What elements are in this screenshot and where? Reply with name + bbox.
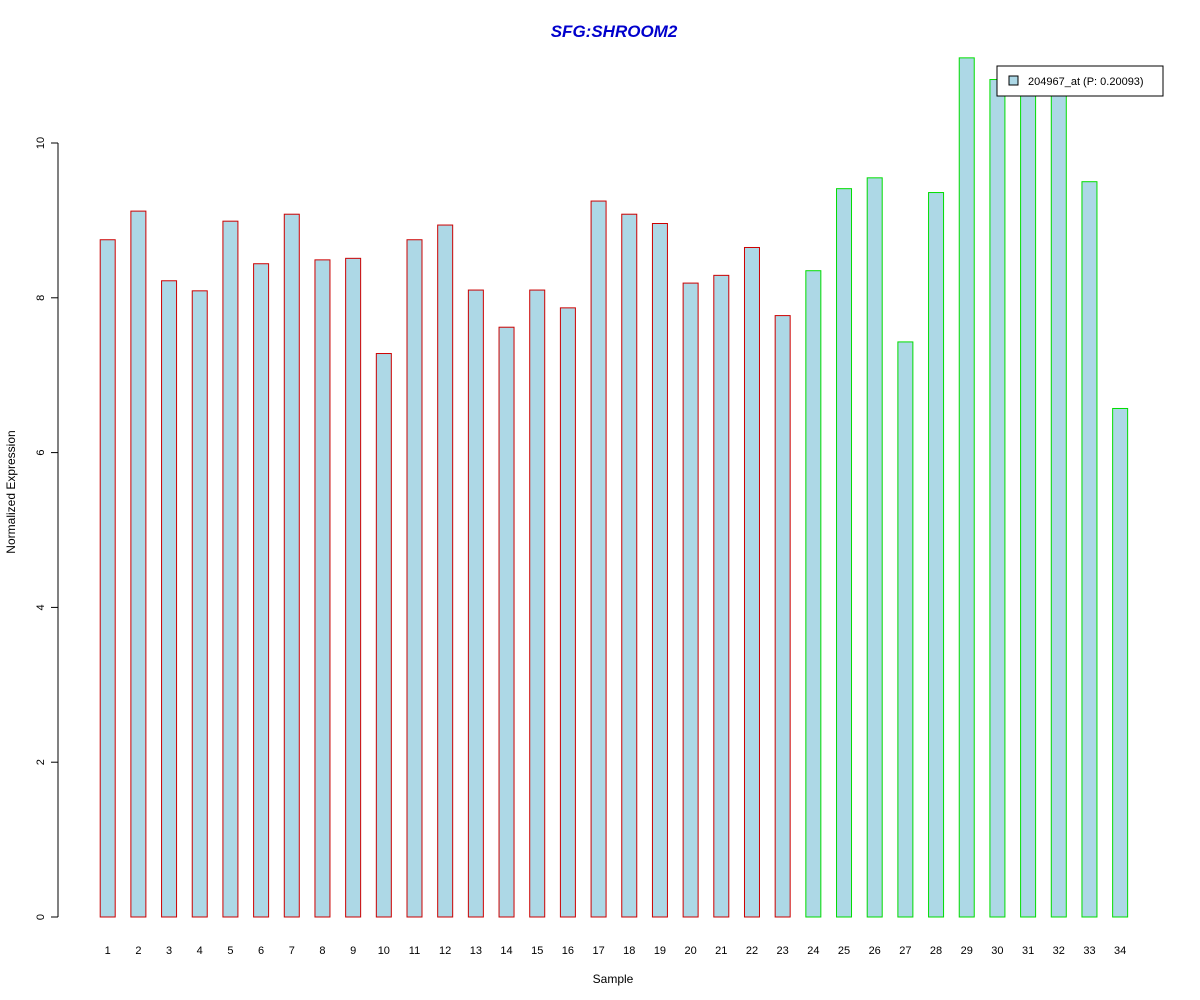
bar-sample-22 bbox=[743, 246, 760, 918]
bar-sample-12 bbox=[437, 224, 454, 918]
bar-sample-18 bbox=[621, 213, 638, 918]
x-tick-label: 3 bbox=[166, 945, 172, 957]
x-tick-label: 31 bbox=[1022, 945, 1034, 957]
y-tick-label: 0 bbox=[35, 914, 47, 920]
x-tick-label: 4 bbox=[197, 945, 203, 957]
legend-swatch bbox=[1008, 75, 1019, 86]
x-tick-label: 24 bbox=[807, 945, 819, 957]
bar-sample-16 bbox=[559, 307, 576, 918]
x-tick-label: 6 bbox=[258, 945, 264, 957]
bar-sample-14 bbox=[498, 326, 515, 918]
bar-sample-6 bbox=[253, 263, 270, 918]
x-tick-label: 34 bbox=[1114, 945, 1126, 957]
x-tick-label: 23 bbox=[777, 945, 789, 957]
x-axis-tick-labels: 1 2 3 4 5 6 7 8 9 10 11 12 13 14 15 16 17 18 19 20 21 22 23 24 2… bbox=[105, 945, 1127, 957]
x-tick-label: 19 bbox=[654, 945, 666, 957]
x-tick-label: 33 bbox=[1083, 945, 1095, 957]
bar-sample-2 bbox=[130, 210, 147, 918]
x-tick-label: 32 bbox=[1053, 945, 1065, 957]
x-tick-label: 18 bbox=[623, 945, 635, 957]
y-tick-label: 8 bbox=[35, 295, 47, 301]
x-tick-label: 21 bbox=[715, 945, 727, 957]
bar-sample-17 bbox=[590, 200, 607, 918]
x-tick-label: 30 bbox=[991, 945, 1003, 957]
x-tick-label: 14 bbox=[500, 945, 512, 957]
x-tick-label: 29 bbox=[961, 945, 973, 957]
bar-sample-5 bbox=[222, 220, 239, 918]
x-tick-label: 9 bbox=[350, 945, 356, 957]
x-tick-label: 22 bbox=[746, 945, 758, 957]
x-tick-label: 25 bbox=[838, 945, 850, 957]
y-axis: 0 2 4 6 8 10 bbox=[35, 137, 59, 920]
bar-sample-31 bbox=[1020, 92, 1037, 918]
x-tick-label: 12 bbox=[439, 945, 451, 957]
bar-sample-25 bbox=[836, 188, 853, 918]
bar-sample-21 bbox=[713, 274, 730, 918]
x-tick-label: 10 bbox=[378, 945, 390, 957]
x-tick-label: 27 bbox=[899, 945, 911, 957]
x-tick-label: 5 bbox=[227, 945, 233, 957]
legend-box bbox=[996, 65, 1164, 97]
y-tick-label: 2 bbox=[35, 759, 47, 765]
bar-sample-34 bbox=[1112, 407, 1129, 918]
bar-sample-8 bbox=[314, 259, 331, 918]
bar-sample-24 bbox=[805, 270, 822, 918]
x-tick-label: 8 bbox=[319, 945, 325, 957]
bar-sample-3 bbox=[161, 280, 178, 918]
y-axis-label: Normalized Expression bbox=[4, 430, 18, 553]
x-tick-label: 13 bbox=[470, 945, 482, 957]
bar-sample-30 bbox=[989, 79, 1006, 918]
y-tick-label: 6 bbox=[35, 450, 47, 456]
x-tick-label: 7 bbox=[289, 945, 295, 957]
chart-title: SFG:SHROOM2 bbox=[551, 22, 678, 41]
x-tick-label: 15 bbox=[531, 945, 543, 957]
bar-sample-1 bbox=[99, 239, 116, 918]
bar-sample-23 bbox=[774, 315, 791, 918]
bar-sample-7 bbox=[283, 213, 300, 918]
bar-sample-26 bbox=[866, 177, 883, 918]
x-tick-label: 16 bbox=[562, 945, 574, 957]
x-tick-label: 20 bbox=[684, 945, 696, 957]
bar-sample-20 bbox=[682, 282, 699, 918]
x-tick-label: 11 bbox=[409, 945, 420, 957]
bars bbox=[99, 57, 1129, 918]
bar-sample-33 bbox=[1081, 181, 1098, 918]
x-axis-label: Sample bbox=[593, 972, 634, 986]
legend: 204967_at (P: 0.20093) bbox=[996, 65, 1164, 97]
bar-sample-9 bbox=[345, 257, 362, 918]
bar-sample-10 bbox=[375, 353, 392, 918]
x-tick-label: 28 bbox=[930, 945, 942, 957]
bar-sample-4 bbox=[191, 290, 208, 918]
y-tick-label: 10 bbox=[35, 137, 47, 149]
x-tick-label: 17 bbox=[592, 945, 604, 957]
bar-sample-28 bbox=[928, 192, 945, 918]
bar-sample-13 bbox=[467, 289, 484, 918]
bar-sample-29 bbox=[958, 57, 975, 918]
bar-sample-15 bbox=[529, 289, 546, 918]
bar-sample-11 bbox=[406, 239, 423, 918]
x-tick-label: 1 bbox=[105, 945, 111, 957]
x-tick-label: 2 bbox=[135, 945, 141, 957]
x-tick-label: 26 bbox=[869, 945, 881, 957]
bar-sample-32 bbox=[1050, 89, 1067, 918]
bar-sample-27 bbox=[897, 341, 914, 918]
bar-sample-19 bbox=[651, 223, 668, 918]
legend-entry: 204967_at (P: 0.20093) bbox=[1028, 76, 1144, 88]
y-tick-label: 4 bbox=[35, 604, 47, 610]
